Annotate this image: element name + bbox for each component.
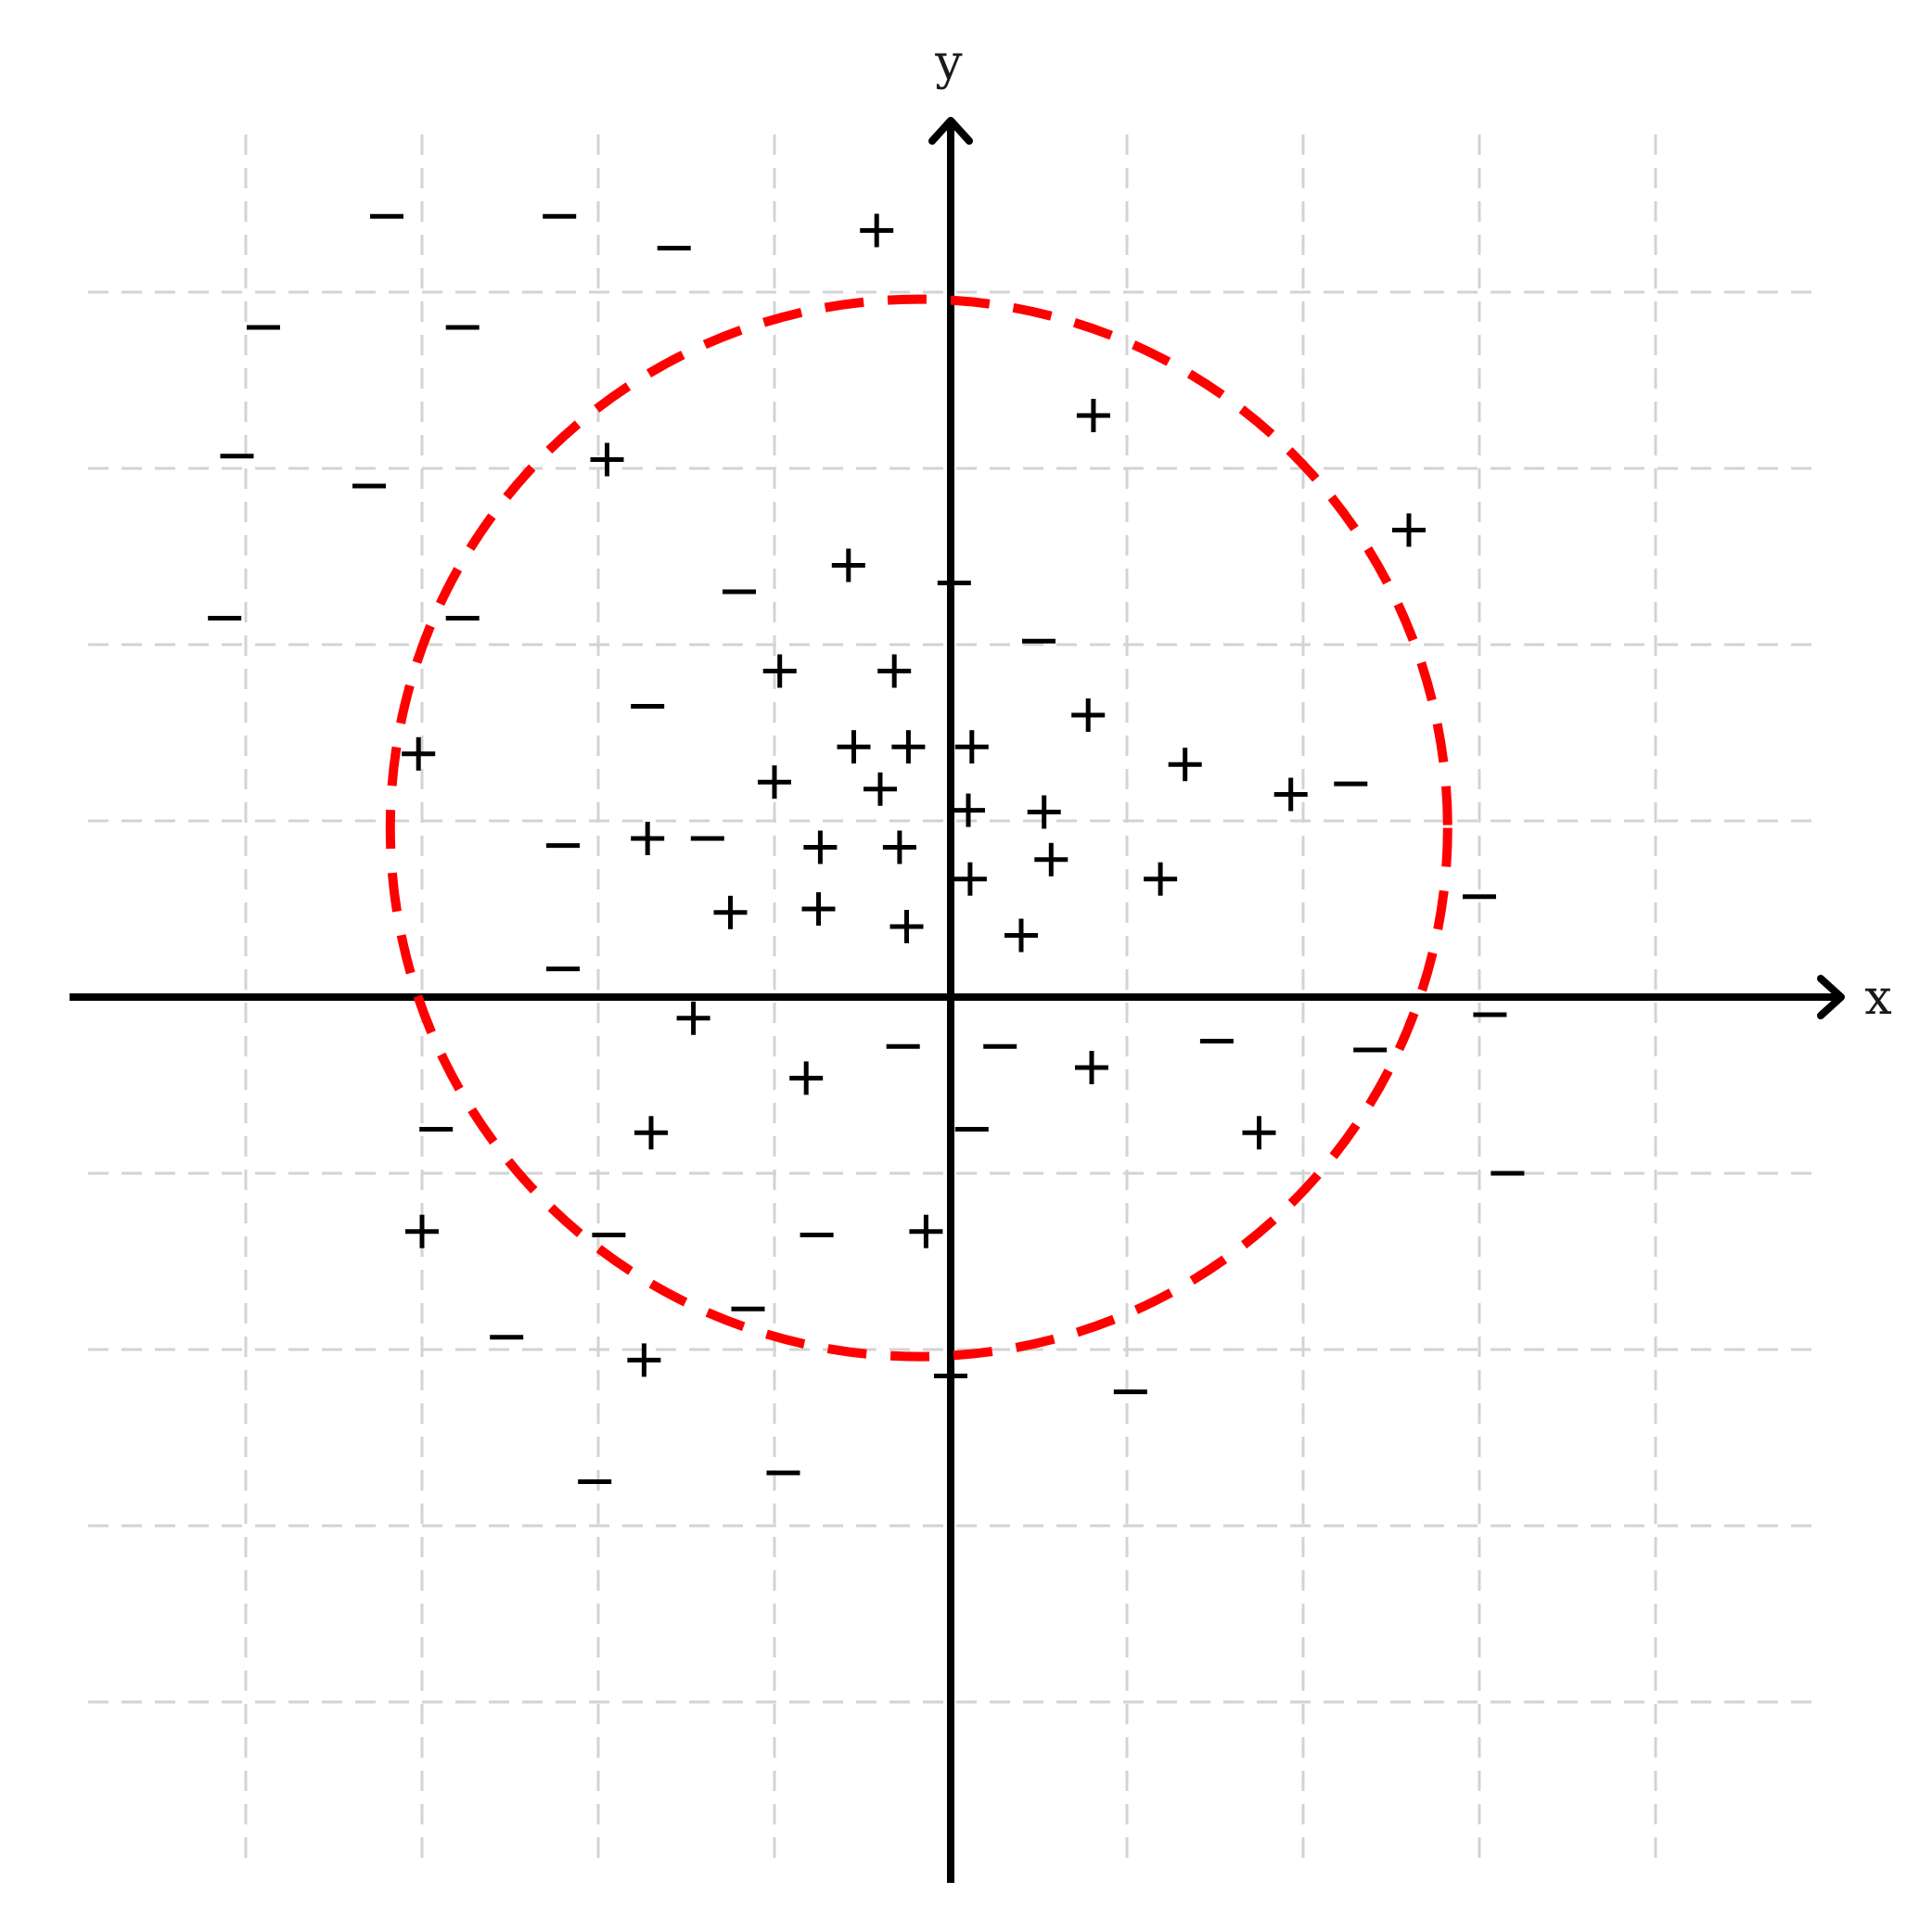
x-axis-arrowhead — [1817, 975, 1845, 1019]
positive-point — [1242, 1116, 1276, 1150]
positive-point — [889, 910, 924, 943]
positive-point — [1168, 748, 1202, 782]
positive-point — [882, 830, 916, 864]
positive-point — [627, 1343, 661, 1377]
decision-boundary-circle — [385, 294, 1452, 1362]
positive-point — [801, 892, 836, 926]
positive-point — [891, 730, 926, 764]
positive-point — [1034, 842, 1068, 876]
positive-point — [803, 830, 838, 864]
positive-point — [590, 442, 624, 477]
positive-point — [1027, 795, 1061, 829]
positive-point — [1004, 918, 1038, 953]
positive-point — [1273, 777, 1308, 812]
positive-point — [1392, 513, 1426, 547]
positive-point — [952, 793, 985, 827]
positive-point — [634, 1116, 668, 1150]
positive-point — [1071, 698, 1106, 732]
positive-point — [758, 765, 791, 800]
positive-point — [877, 654, 912, 688]
positive-point — [860, 213, 894, 248]
positive-point — [831, 548, 865, 582]
positive-point — [1076, 399, 1110, 432]
positive-point — [954, 730, 989, 764]
positive-point — [837, 730, 871, 764]
positive-point — [909, 1214, 943, 1248]
x-axis-label: x — [1864, 970, 1891, 1026]
positive-point — [713, 895, 748, 929]
positive-point — [676, 1001, 710, 1035]
positive-point — [762, 654, 797, 688]
positive-point — [631, 822, 665, 855]
positive-point — [402, 736, 436, 771]
positive-point — [405, 1214, 439, 1248]
y-axis-label: y — [934, 35, 963, 91]
positive-point — [1075, 1051, 1108, 1084]
y-axis-arrowhead — [928, 117, 973, 145]
positive-point — [1144, 862, 1178, 896]
positive-point — [789, 1061, 824, 1095]
positive-point — [864, 772, 897, 806]
grid — [88, 134, 1823, 1864]
positive-point — [953, 862, 987, 896]
data-points — [208, 213, 1525, 1484]
